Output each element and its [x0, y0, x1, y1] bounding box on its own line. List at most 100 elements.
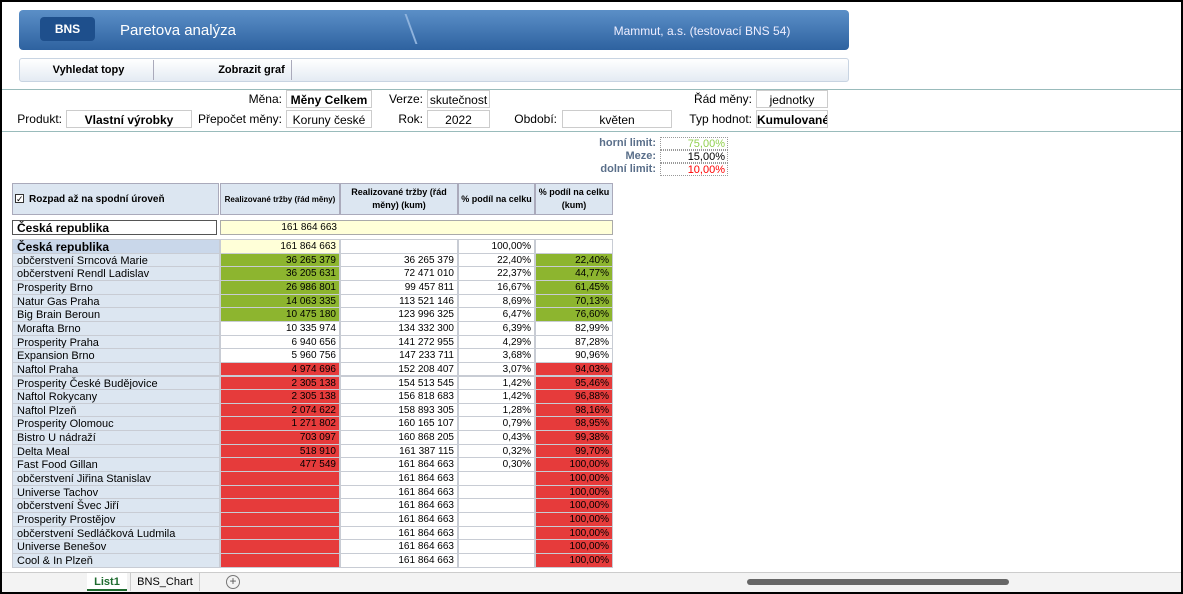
share-cumulative: 100,00%	[535, 552, 613, 568]
share: 3,07%	[458, 361, 535, 377]
option-checkbox[interactable]: Rozpad až na spodní úroveň	[12, 183, 219, 215]
sales-cumulative	[340, 239, 458, 254]
share: 0,30%	[458, 457, 535, 473]
sales-cumulative: 99 457 811	[340, 279, 458, 295]
sales-cumulative: 161 864 663	[340, 471, 458, 486]
share: 22,40%	[458, 252, 535, 268]
sales	[220, 498, 340, 513]
share	[458, 471, 535, 486]
row-label: Naftol Plzeň	[12, 402, 220, 418]
filter-value[interactable]: Kumulované	[756, 110, 828, 128]
sales: 6 940 656	[220, 334, 340, 350]
sales-cumulative: 160 165 107	[340, 416, 458, 432]
row-label: Prosperity České Budějovice	[12, 375, 220, 391]
limit-value: 15,00%	[660, 150, 728, 163]
filter-value[interactable]: květen	[562, 110, 672, 128]
sales	[220, 539, 340, 554]
sales: 477 549	[220, 457, 340, 473]
sales-cumulative: 156 818 683	[340, 389, 458, 404]
share: 1,42%	[458, 389, 535, 404]
sales: 5 960 756	[220, 348, 340, 363]
share-cumulative: 94,03%	[535, 361, 613, 377]
sales: 4 974 696	[220, 361, 340, 377]
header-bar	[19, 10, 849, 50]
sales: 14 063 335	[220, 293, 340, 309]
share: 1,28%	[458, 402, 535, 418]
limit-label: horní limit:	[599, 137, 656, 149]
sales	[220, 484, 340, 500]
row-label: Universe Benešov	[12, 539, 220, 554]
sales: 2 074 622	[220, 402, 340, 418]
share-cumulative: 100,00%	[535, 457, 613, 473]
row-label: občerstvení Rendl Ladislav	[12, 266, 220, 281]
share-cumulative: 22,40%	[535, 252, 613, 268]
share-cumulative: 61,45%	[535, 279, 613, 295]
sales-cumulative: 161 387 115	[340, 443, 458, 459]
row-label: Delta Meal	[12, 443, 220, 459]
row-label: občerstvení Sedláčková Ludmila	[12, 525, 220, 541]
toolbar	[19, 58, 849, 82]
filter-value[interactable]: Vlastní výrobky	[66, 110, 192, 128]
filter-value[interactable]: Koruny české	[286, 110, 372, 128]
sales: 2 305 138	[220, 375, 340, 391]
share: 22,37%	[458, 266, 535, 281]
share: 4,29%	[458, 334, 535, 350]
share-cumulative: 96,88%	[535, 389, 613, 404]
share-cumulative: 100,00%	[535, 471, 613, 486]
sales: 518 910	[220, 443, 340, 459]
share-cumulative: 100,00%	[535, 498, 613, 513]
sales: 1 271 802	[220, 416, 340, 432]
share-cumulative: 90,96%	[535, 348, 613, 363]
sales-cumulative: 161 864 663	[340, 457, 458, 473]
logo: BNS	[40, 17, 95, 41]
sales-cumulative: 161 864 663	[340, 552, 458, 568]
sales: 36 265 379	[220, 252, 340, 268]
sheet-tab[interactable]: BNS_Chart	[130, 573, 200, 591]
share: 100,00%	[458, 239, 535, 254]
row-label: Prosperity Olomouc	[12, 416, 220, 432]
share-cumulative: 87,28%	[535, 334, 613, 350]
sales-cumulative: 123 996 325	[340, 307, 458, 322]
sales: 2 305 138	[220, 389, 340, 404]
sales-cumulative: 72 471 010	[340, 266, 458, 281]
share	[458, 484, 535, 500]
divider	[2, 131, 1181, 132]
row-label: Prosperity Praha	[12, 334, 220, 350]
toolbar-button[interactable]: Zobrazit graf	[212, 60, 292, 80]
row-label: Universe Tachov	[12, 484, 220, 500]
filter-value[interactable]: skutečnost	[427, 90, 490, 108]
column-header: % podíl na celku	[458, 183, 535, 215]
share-cumulative: 100,00%	[535, 539, 613, 554]
toolbar-button[interactable]: Vyhledat topy	[24, 60, 154, 80]
sales: 10 335 974	[220, 320, 340, 336]
add-sheet[interactable]: +	[226, 575, 240, 589]
sales	[220, 552, 340, 568]
row-label: Prosperity Prostějov	[12, 512, 220, 527]
filter-label: Období:	[514, 112, 557, 126]
sales-cumulative: 161 864 663	[340, 525, 458, 541]
scrollbar	[747, 579, 1009, 585]
share-cumulative	[535, 239, 613, 254]
filter-label: Produkt:	[17, 112, 62, 126]
checkbox[interactable]: ✓	[15, 194, 24, 203]
filter-value[interactable]: Měny Celkem	[286, 90, 372, 108]
column-header: Realizované tržby (řád měny)	[220, 183, 340, 215]
share-cumulative: 98,16%	[535, 402, 613, 418]
share: 6,47%	[458, 307, 535, 322]
sales: 703 097	[220, 430, 340, 445]
sales	[220, 471, 340, 486]
sales: 161 864 663	[220, 239, 340, 254]
filter-value[interactable]: 2022	[427, 110, 490, 128]
row-label: Natur Gas Praha	[12, 293, 220, 309]
sales-cumulative: 152 208 407	[340, 361, 458, 377]
share-cumulative: 99,70%	[535, 443, 613, 459]
sales-cumulative: 154 513 545	[340, 375, 458, 391]
sales	[220, 525, 340, 541]
filter-value[interactable]: jednotky	[756, 90, 828, 108]
share: 0,43%	[458, 430, 535, 445]
sheet-tab[interactable]: List1	[87, 573, 127, 591]
share-cumulative: 76,60%	[535, 307, 613, 322]
share-cumulative: 95,46%	[535, 375, 613, 391]
sales-cumulative: 147 233 711	[340, 348, 458, 363]
limit-label: Meze:	[625, 150, 656, 162]
